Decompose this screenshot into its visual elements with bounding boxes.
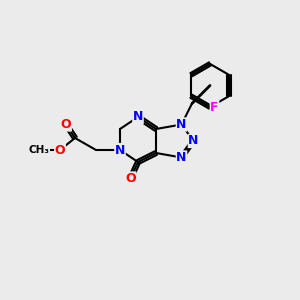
Text: CH₃: CH₃ [28, 145, 50, 155]
Text: N: N [188, 134, 199, 148]
Text: N: N [176, 118, 187, 131]
Text: F: F [210, 100, 219, 114]
Text: O: O [55, 144, 65, 157]
Text: O: O [61, 118, 71, 131]
Text: N: N [133, 110, 143, 124]
Text: N: N [115, 143, 125, 157]
Text: O: O [125, 172, 136, 185]
Text: N: N [176, 151, 187, 164]
